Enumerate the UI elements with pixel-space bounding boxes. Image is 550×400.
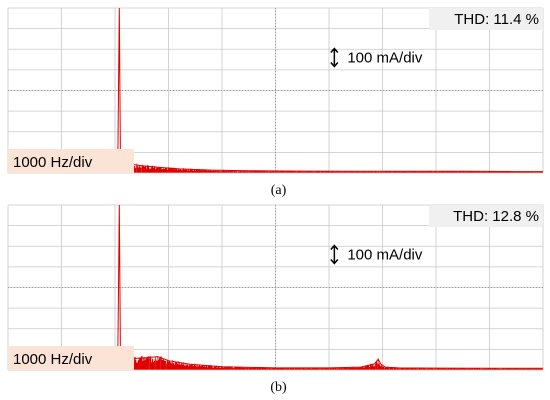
thd-label-bg (429, 8, 543, 30)
spectrum-noise (117, 155, 543, 173)
thd-label-bg (429, 205, 543, 227)
panel-caption: (a) (271, 183, 287, 198)
spectrum-panel-b: THD: 12.8 % 100 mA/div 1000 Hz/div (b) (7, 204, 544, 395)
amplitude-scale-label: 100 mA/div (347, 50, 423, 67)
thd-label: THD: 11.4 % (454, 11, 539, 28)
panel-caption: (b) (270, 380, 287, 395)
vertical-double-arrow-icon (330, 244, 339, 265)
thd-label: THD: 12.8 % (453, 208, 539, 225)
vertical-double-arrow-icon (330, 47, 339, 68)
frequency-scale-label: 1000 Hz/div (13, 154, 93, 171)
frequency-scale-bg (8, 346, 134, 370)
frequency-scale-bg (8, 149, 134, 173)
amplitude-scale-label: 100 mA/div (347, 247, 423, 264)
frequency-scale-label: 1000 Hz/div (13, 351, 93, 368)
spectrum-panel-a: THD: 11.4 % 100 mA/div 1000 Hz/div (a) (7, 7, 544, 198)
spectrum-noise (117, 348, 543, 370)
